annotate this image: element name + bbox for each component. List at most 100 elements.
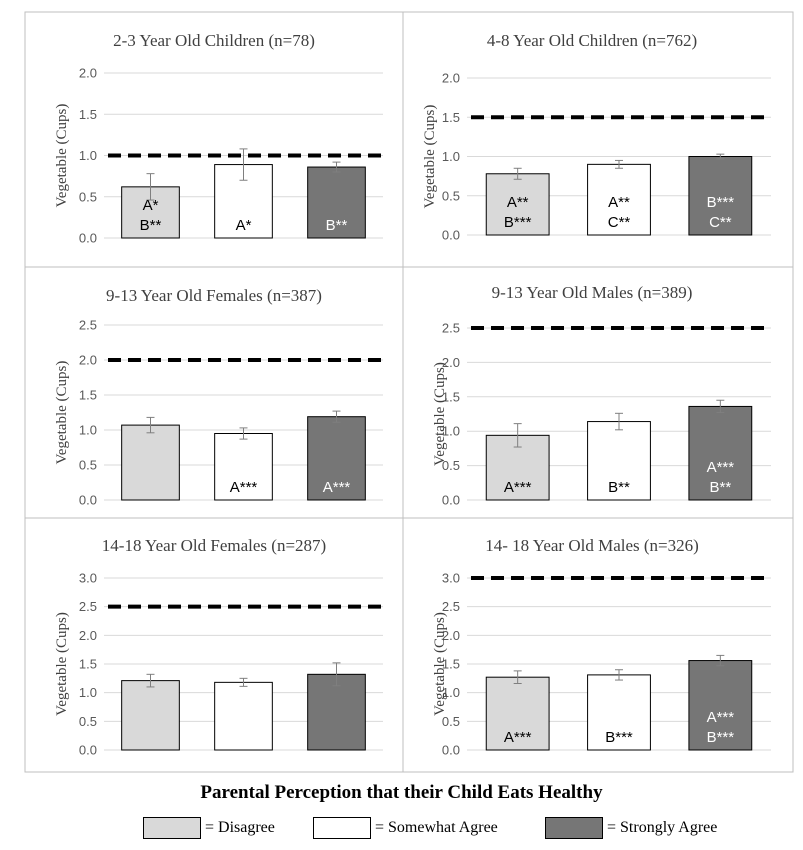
chart-panel-1: 2-3 Year Old Children (n=78) 0.0 0.5 1.0 1.5…	[54, 31, 383, 246]
legend-swatch-somewhat-agree	[313, 817, 371, 839]
bar-strongly-agree	[307, 166, 366, 239]
legend-item-disagree: = Disagree	[143, 816, 275, 840]
legend-swatch-disagree	[143, 817, 201, 839]
y-tick-label: 0.0	[442, 228, 460, 243]
legend-item-somewhat-agree: = Somewhat Agree	[313, 816, 498, 840]
panel-title: 9-13 Year Old Females (n=387)	[106, 286, 322, 305]
bar-significance-label: A*	[143, 197, 159, 214]
bar-significance-label: B**	[326, 217, 348, 234]
y-tick-label: 1.5	[79, 388, 97, 403]
bar-significance-label: A***	[504, 729, 532, 746]
y-tick-label: 2.0	[79, 353, 97, 368]
footer-title: Parental Perception that their Child Eat…	[200, 782, 603, 803]
bar-disagree	[485, 676, 550, 751]
bar-somewhat-agree	[587, 421, 651, 501]
panel-title: 14-18 Year Old Females (n=287)	[102, 536, 326, 555]
y-tick-label: 1.0	[79, 423, 97, 438]
y-tick-label: 1.0	[442, 149, 460, 164]
bar-significance-label: A***	[323, 479, 351, 496]
y-axis-label: Vegetable (Cups)	[432, 612, 448, 716]
y-tick-label: 0.5	[79, 458, 97, 473]
legend-item-strongly-agree: = Strongly Agree	[545, 816, 717, 840]
chart-panel-3: 9-13 Year Old Females (n=387) 0.0 0.5 1.0 1.…	[54, 286, 383, 508]
y-tick-label: 0.0	[79, 743, 97, 758]
y-tick-label: 1.0	[442, 685, 460, 700]
panel-title: 14- 18 Year Old Males (n=326)	[485, 536, 699, 555]
y-axis-label: Vegetable (Cups)	[54, 361, 70, 465]
bar-somewhat-agree	[214, 681, 273, 751]
chart-panel-5: 14-18 Year Old Females (n=287) 0.0 0.5 1.0 1…	[54, 536, 383, 758]
y-tick-label: 1.0	[79, 685, 97, 700]
y-tick-label: 0.5	[442, 714, 460, 729]
y-tick-label: 3.0	[442, 571, 460, 586]
legend-label-disagree: = Disagree	[205, 819, 275, 836]
y-tick-label: 2.0	[442, 71, 460, 86]
y-tick-label: 1.5	[442, 389, 460, 404]
bar-disagree	[121, 424, 180, 501]
bar-significance-label: B***	[504, 214, 532, 231]
y-tick-label: 0.5	[79, 189, 97, 204]
y-tick-label: 2.0	[442, 628, 460, 643]
legend-label-somewhat-agree: = Somewhat Agree	[375, 819, 498, 836]
y-tick-label: 0.0	[442, 743, 460, 758]
bar-significance-label: B***	[707, 194, 735, 211]
chart-panel-6: 14- 18 Year Old Males (n=326) 0.0 0.5 1.0 1.…	[432, 536, 771, 758]
bar-significance-label: B**	[709, 479, 731, 496]
y-tick-label: 0.0	[79, 231, 97, 246]
chart-grid: 2-3 Year Old Children (n=78) 0.0 0.5 1.0 1.5…	[24, 11, 794, 773]
y-tick-label: 1.5	[442, 110, 460, 125]
y-tick-label: 0.5	[442, 188, 460, 203]
y-tick-label: 1.0	[79, 148, 97, 163]
y-tick-label: 2.0	[79, 66, 97, 81]
bar-significance-label: A***	[504, 479, 532, 496]
panel-title: 9-13 Year Old Males (n=389)	[492, 283, 693, 302]
bar-significance-label: B***	[605, 729, 633, 746]
bar-significance-label: B**	[608, 479, 630, 496]
y-tick-label: 1.5	[79, 107, 97, 122]
bar-strongly-agree	[688, 660, 753, 751]
y-axis-label: Vegetable (Cups)	[54, 612, 70, 716]
bar-disagree	[121, 680, 180, 751]
y-tick-label: 0.0	[442, 493, 460, 508]
legend-swatch-strongly-agree	[545, 817, 603, 839]
y-tick-label: 2.5	[442, 321, 460, 336]
bar-significance-label: C**	[709, 214, 732, 231]
legend: = Disagree = Somewhat Agree = Strongly A…	[0, 816, 803, 844]
y-tick-label: 2.0	[79, 628, 97, 643]
panel-title: 4-8 Year Old Children (n=762)	[487, 31, 697, 50]
y-tick-label: 2.5	[79, 318, 97, 333]
y-tick-label: 1.0	[442, 424, 460, 439]
y-tick-label: 0.5	[442, 458, 460, 473]
legend-label-strongly-agree: = Strongly Agree	[607, 819, 718, 836]
bar-significance-label: A***	[707, 459, 735, 476]
bar-significance-label: A**	[608, 194, 630, 211]
panel-frame	[24, 11, 794, 773]
y-tick-label: 0.5	[79, 714, 97, 729]
bar-significance-label: B**	[140, 217, 162, 234]
y-tick-label: 1.5	[442, 657, 460, 672]
bar-significance-label: A*	[236, 217, 252, 234]
y-tick-label: 2.5	[442, 599, 460, 614]
bar-strongly-agree	[688, 405, 753, 501]
bar-significance-label: C**	[608, 214, 631, 231]
chart-panel-4: 9-13 Year Old Males (n=389) 0.0 0.5 1.0 1.5 2…	[432, 283, 771, 508]
bar-significance-label: A**	[507, 194, 529, 211]
bar-somewhat-agree	[214, 433, 273, 501]
bar-disagree	[485, 173, 550, 236]
y-axis-label: Vegetable (Cups)	[54, 104, 70, 208]
y-tick-label: 0.0	[79, 493, 97, 508]
y-axis-label: Vegetable (Cups)	[432, 362, 448, 466]
panel-title: 2-3 Year Old Children (n=78)	[113, 31, 315, 50]
chart-panel-2: 4-8 Year Old Children (n=762) 0.0 0.5 1.0 1.…	[422, 31, 771, 243]
y-axis-label: Vegetable (Cups)	[422, 105, 438, 209]
bar-significance-label: A***	[230, 479, 258, 496]
bar-strongly-agree	[307, 416, 366, 501]
y-tick-label: 2.0	[442, 355, 460, 370]
y-tick-label: 3.0	[79, 571, 97, 586]
y-tick-label: 2.5	[79, 599, 97, 614]
bar-strongly-agree	[688, 156, 753, 236]
y-tick-label: 1.5	[79, 657, 97, 672]
bar-significance-label: B***	[707, 729, 735, 746]
bar-strongly-agree	[307, 673, 366, 751]
bar-significance-label: A***	[707, 709, 735, 726]
